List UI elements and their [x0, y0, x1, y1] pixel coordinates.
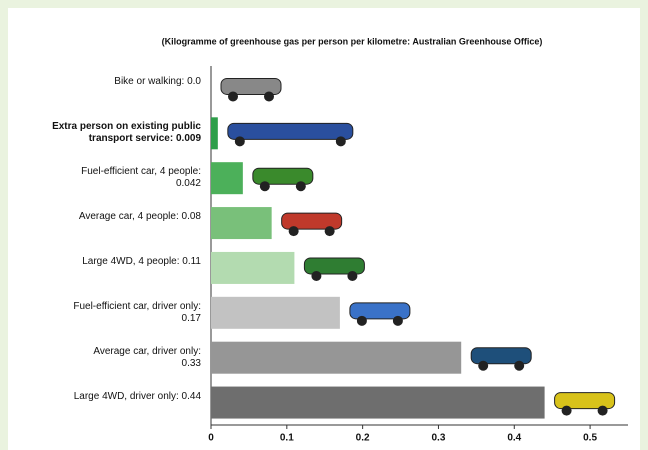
icon-body — [554, 392, 616, 410]
icon-wheel — [478, 360, 489, 371]
icon-wheel — [288, 226, 299, 237]
y-tick-label: Fuel-efficient car, 4 people: 0.042 — [81, 166, 201, 190]
icon-body — [349, 302, 411, 320]
x-tick-label: 0.4 — [507, 433, 521, 444]
icon-wheel — [234, 136, 245, 147]
icon-wheel — [335, 136, 346, 147]
y-tick-label: Bike or walking: 0.0 — [114, 76, 201, 88]
vehicle-icon — [227, 122, 354, 147]
vehicle-icon — [252, 167, 314, 192]
x-tick-label: 0.2 — [356, 433, 370, 444]
icon-wheel — [311, 270, 322, 281]
icon-body — [220, 77, 282, 95]
bar — [211, 207, 272, 240]
icon-wheel — [264, 91, 274, 102]
y-tick-label: Large 4WD, 4 people: 0.11 — [82, 255, 201, 267]
x-tick-label: 0.1 — [280, 433, 294, 444]
y-tick-label: Fuel-efficient car, driver only: 0.17 — [73, 300, 201, 324]
icon-body — [470, 347, 532, 365]
y-tick-label: Average car, 4 people: 0.08 — [78, 211, 201, 223]
vehicle-icon — [554, 392, 616, 416]
vehicle-icon — [303, 257, 365, 281]
bar — [211, 386, 545, 419]
bar — [211, 117, 218, 150]
bar — [211, 296, 340, 329]
vehicle-icon — [220, 77, 282, 102]
icon-body — [252, 167, 314, 185]
icon-body — [281, 212, 343, 230]
icon-wheel — [228, 91, 238, 102]
icon-wheel — [561, 405, 572, 416]
y-tick-label: Extra person on existing public transpor… — [52, 121, 201, 145]
bar — [211, 162, 243, 195]
icon-wheel — [514, 360, 525, 371]
icon-wheel — [392, 315, 403, 326]
icon-wheel — [295, 181, 306, 192]
icon-wheel — [356, 315, 367, 326]
y-tick-label: Average car, driver only: 0.33 — [93, 345, 201, 369]
icon-body — [303, 257, 365, 275]
x-tick-label: 0.3 — [432, 433, 446, 444]
y-tick-label: Large 4WD, driver only: 0.44 — [73, 390, 201, 402]
vehicle-icon — [470, 347, 532, 371]
icon-wheel — [347, 270, 358, 281]
icon-wheel — [324, 226, 335, 237]
chart-title: (Kilogramme of greenhouse gas per person… — [162, 36, 543, 46]
icon-wheel — [597, 405, 608, 416]
x-tick-label: 0 — [208, 433, 214, 444]
bar — [211, 251, 295, 284]
icon-wheel — [259, 181, 270, 192]
bar — [211, 341, 462, 374]
x-tick-label: 0.5 — [583, 433, 597, 444]
icon-body — [227, 122, 354, 140]
vehicle-icon — [349, 302, 411, 326]
vehicle-icon — [281, 212, 343, 237]
